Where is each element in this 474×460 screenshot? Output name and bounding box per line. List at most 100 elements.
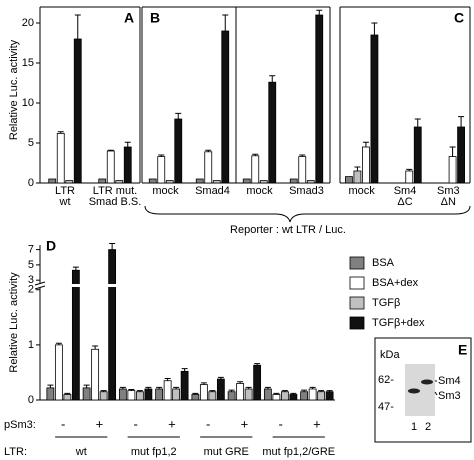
- bar: [73, 38, 82, 184]
- error-bar: [156, 386, 163, 389]
- error-bar: [64, 392, 71, 395]
- blot-marker: 47-: [378, 401, 394, 413]
- group-label: mut fp1,2/GRE: [262, 446, 335, 458]
- error-bar: [354, 166, 361, 171]
- bar: [106, 150, 115, 184]
- error-bar: [254, 363, 261, 366]
- x-tick-label: mock: [152, 185, 179, 197]
- bar: [227, 391, 236, 401]
- group-label: mut fp1,2: [131, 446, 177, 458]
- bar: [195, 178, 204, 184]
- error-bar: [72, 266, 79, 271]
- error-bar: [175, 112, 182, 119]
- bar: [163, 380, 172, 401]
- blot-band-label: Sm4: [438, 375, 461, 387]
- x-tick-label: Smad3: [289, 185, 324, 197]
- group-label: wt: [75, 446, 87, 458]
- error-bar: [281, 390, 288, 392]
- x-tick-label: +: [313, 416, 321, 431]
- bar: [65, 180, 74, 184]
- panel-label: E: [458, 342, 467, 358]
- x-tick-label: LTR: [55, 185, 75, 197]
- x-tick-label: -: [133, 416, 137, 431]
- error-bar: [414, 118, 421, 127]
- bar: [165, 180, 174, 184]
- error-bar: [245, 386, 252, 389]
- band: [408, 388, 420, 394]
- y-tick-label: 0: [28, 177, 34, 189]
- bar: [413, 126, 422, 184]
- y-tick-label: 15: [22, 57, 34, 69]
- x-tick-label: -: [61, 416, 65, 431]
- error-bar: [57, 131, 64, 134]
- bar: [236, 383, 245, 401]
- y-tick-label: 2: [28, 284, 34, 296]
- bar: [98, 178, 107, 184]
- bar: [448, 156, 457, 184]
- legend-label: TGFβ: [372, 297, 400, 309]
- error-bar: [318, 390, 325, 392]
- reporter-note: Reporter : wt LTR / Luc.: [230, 224, 346, 236]
- error-bar: [449, 146, 456, 157]
- bar: [127, 390, 136, 401]
- x-tick-label: ΔC: [397, 196, 412, 208]
- bar: [315, 14, 324, 184]
- error-bar: [119, 386, 126, 389]
- error-bar: [222, 14, 229, 31]
- band-pointer: [434, 391, 438, 396]
- error-bar: [124, 141, 131, 147]
- bar: [56, 132, 65, 184]
- bar: [251, 155, 260, 184]
- x-tick-label: LTR mut.: [93, 185, 137, 197]
- bar: [82, 387, 91, 401]
- bar: [63, 394, 72, 401]
- bar: [216, 378, 225, 401]
- blot-marker: 62-: [378, 374, 394, 386]
- bar: [148, 178, 157, 184]
- row-label: LTR:: [4, 446, 27, 458]
- bar: [144, 388, 153, 401]
- error-bar: [164, 378, 171, 381]
- x-tick-label: -: [206, 416, 210, 431]
- error-bar: [290, 392, 297, 395]
- error-bar: [316, 9, 323, 15]
- bar: [221, 30, 230, 184]
- error-bar: [100, 390, 107, 392]
- error-bar: [301, 389, 308, 392]
- error-bar: [55, 342, 62, 345]
- brace: [144, 205, 471, 223]
- y-tick-label: 10: [22, 97, 34, 109]
- x-tick-label: mock: [246, 185, 273, 197]
- y-axis-label: Relative Luc. activity: [8, 272, 20, 373]
- panel-label: B: [150, 10, 160, 26]
- bar: [268, 81, 277, 184]
- error-bar: [47, 384, 54, 388]
- bar: [242, 178, 251, 184]
- bar: [325, 391, 334, 401]
- error-bar: [264, 386, 271, 389]
- bar: [317, 391, 326, 401]
- bar: [123, 146, 132, 184]
- bar: [99, 391, 108, 401]
- y-tick-label: 1: [28, 339, 34, 351]
- error-bar: [200, 382, 207, 385]
- error-bar: [74, 14, 81, 39]
- band: [421, 379, 433, 385]
- error-bar: [173, 386, 180, 389]
- legend-swatch: [349, 296, 365, 310]
- panel-label: D: [46, 238, 56, 254]
- error-bar: [371, 22, 378, 35]
- blot-unit: kDa: [380, 349, 400, 361]
- error-bar: [252, 153, 259, 156]
- error-bar: [205, 149, 212, 152]
- x-tick-label: Sm3: [437, 185, 460, 197]
- legend-swatch: [349, 316, 365, 330]
- bar: [135, 391, 144, 401]
- y-tick-label: 7: [28, 243, 34, 255]
- lane-label: 1: [411, 421, 417, 433]
- error-bar: [269, 75, 276, 83]
- legend-swatch: [349, 256, 365, 270]
- error-bar: [458, 116, 465, 127]
- error-bar: [181, 368, 188, 372]
